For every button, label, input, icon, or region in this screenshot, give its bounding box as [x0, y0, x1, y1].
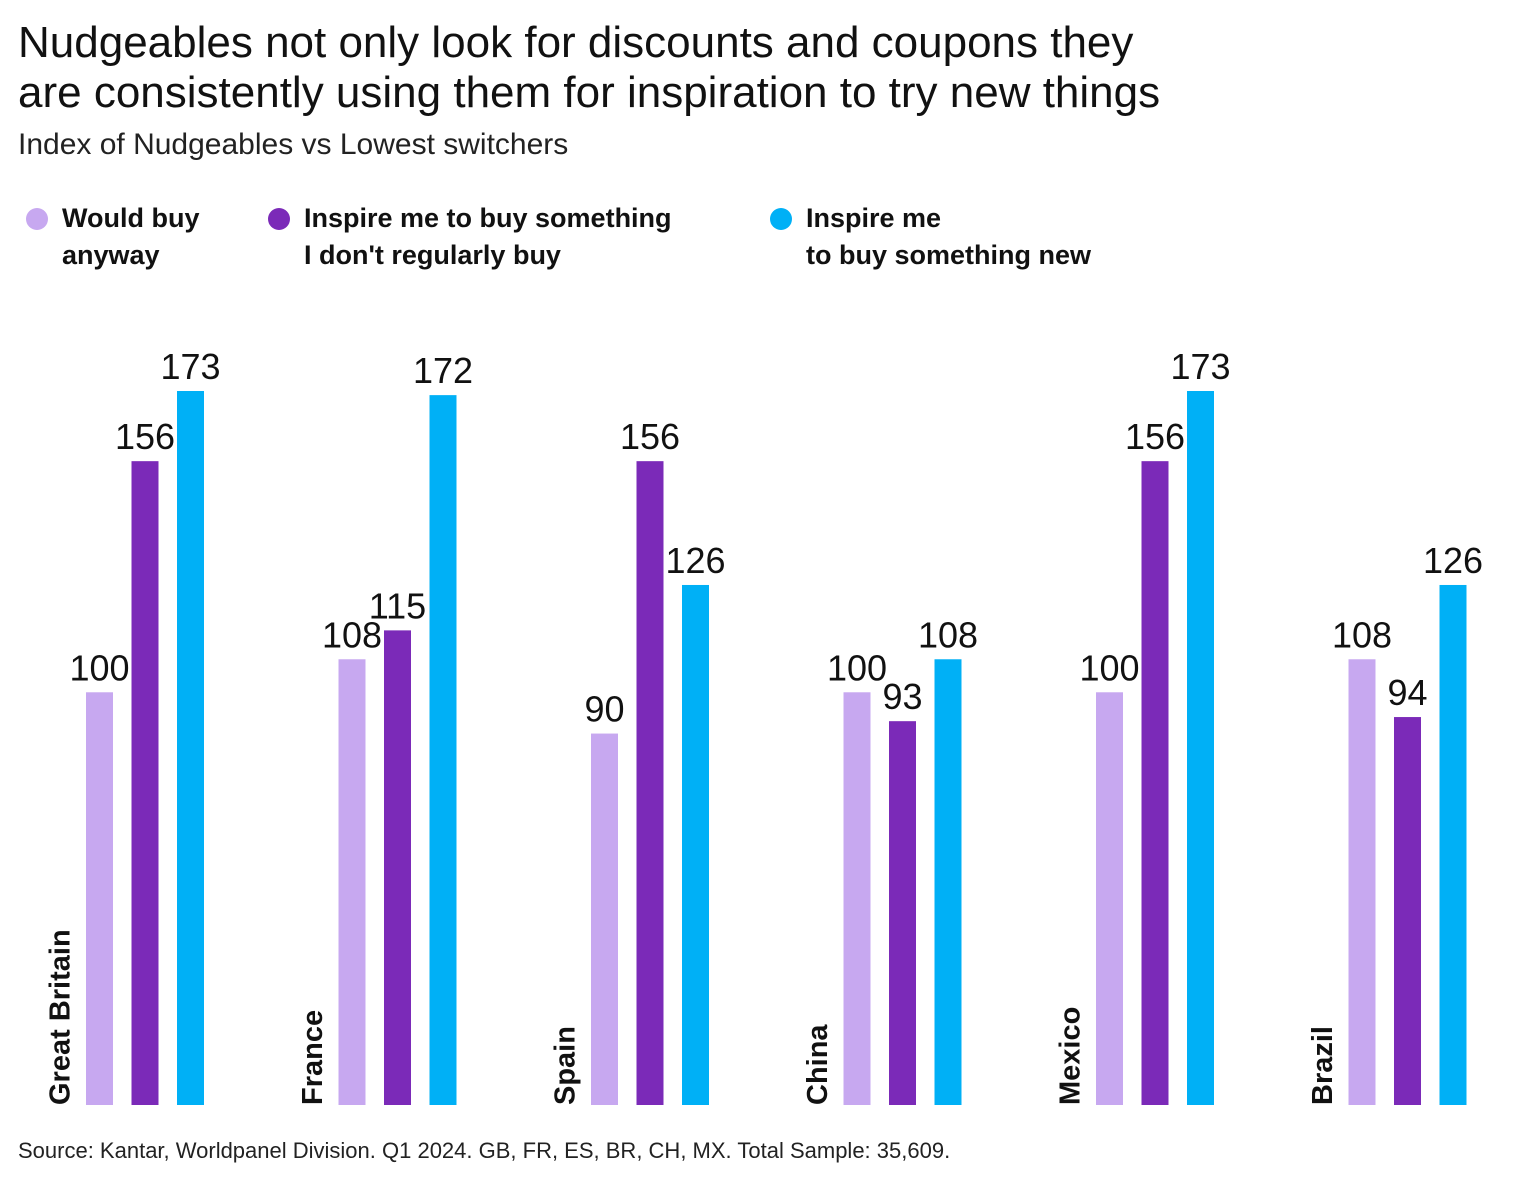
- category-label-china: China: [802, 1024, 834, 1105]
- data-label-brazil-2: 94: [1387, 672, 1427, 713]
- legend: Would buy anyway Inspire me to buy somet…: [0, 200, 1540, 280]
- data-label-mexico-2: 156: [1125, 416, 1185, 457]
- data-label-spain-2: 156: [620, 416, 680, 457]
- bar-china-1: [843, 692, 871, 1105]
- bar-great-britain-1: [86, 692, 113, 1105]
- data-label-france-1: 108: [322, 614, 382, 655]
- chart-title: Nudgeables not only look for discounts a…: [18, 18, 1518, 118]
- chart-title-line-1: Nudgeables not only look for discounts a…: [18, 18, 1134, 67]
- data-label-mexico-1: 100: [1079, 647, 1139, 688]
- bar-china-2: [889, 721, 916, 1105]
- data-label-spain-3: 126: [665, 540, 725, 581]
- legend-label: Inspire me to buy something: [304, 203, 672, 233]
- bar-brazil-2: [1394, 717, 1421, 1105]
- bar-mexico-2: [1141, 461, 1169, 1105]
- legend-label: to buy something new: [806, 240, 1092, 270]
- bar-mexico-1: [1096, 692, 1123, 1105]
- legend-label: anyway: [62, 240, 160, 270]
- source-note: Source: Kantar, Worldpanel Division. Q1 …: [18, 1138, 951, 1163]
- data-label-france-3: 172: [413, 350, 473, 391]
- category-label-mexico: Mexico: [1055, 1007, 1087, 1105]
- bar-great-britain-2: [131, 461, 159, 1105]
- bar-china-3: [934, 659, 962, 1105]
- bar-mexico-3: [1187, 391, 1214, 1105]
- bar-brazil-3: [1439, 584, 1467, 1105]
- legend-swatch-inspire-new: [770, 208, 792, 230]
- data-label-brazil-1: 108: [1332, 614, 1392, 655]
- bar-spain-1: [591, 733, 618, 1105]
- legend-label: Would buy: [62, 203, 200, 233]
- bar-france-3: [429, 395, 457, 1105]
- bar-spain-2: [636, 461, 664, 1105]
- legend-swatch-would-buy-anyway: [26, 208, 48, 230]
- category-label-brazil: Brazil: [1307, 1026, 1339, 1105]
- data-label-great-britain-2: 156: [115, 416, 175, 457]
- category-label-france: France: [297, 1010, 329, 1105]
- bar-brazil-1: [1348, 659, 1376, 1105]
- data-label-great-britain-3: 173: [160, 346, 220, 387]
- data-label-china-2: 93: [882, 676, 922, 717]
- legend-label: Inspire me: [806, 203, 942, 233]
- legend-label: I don't regularly buy: [304, 240, 561, 270]
- data-label-brazil-3: 126: [1423, 540, 1483, 581]
- data-label-china-3: 108: [918, 614, 978, 655]
- data-label-mexico-3: 173: [1170, 346, 1230, 387]
- chart-subtitle: Index of Nudgeables vs Lowest switchers: [18, 128, 569, 161]
- category-label-spain: Spain: [550, 1026, 582, 1105]
- data-label-great-britain-1: 100: [69, 647, 129, 688]
- bar-france-1: [338, 659, 366, 1105]
- bar-great-britain-3: [177, 391, 204, 1105]
- data-label-spain-1: 90: [584, 689, 624, 730]
- bar-france-2: [384, 630, 411, 1105]
- category-label-great-britain: Great Britain: [45, 929, 77, 1105]
- data-label-france-2: 115: [369, 585, 426, 626]
- data-label-china-1: 100: [827, 647, 887, 688]
- chart-title-line-2: are consistently using them for inspirat…: [18, 68, 1161, 117]
- bar-chart: Great Britain100156173France108115172Spa…: [45, 346, 1483, 1105]
- bar-spain-3: [682, 584, 709, 1105]
- legend-swatch-inspire-not-regular: [268, 208, 290, 230]
